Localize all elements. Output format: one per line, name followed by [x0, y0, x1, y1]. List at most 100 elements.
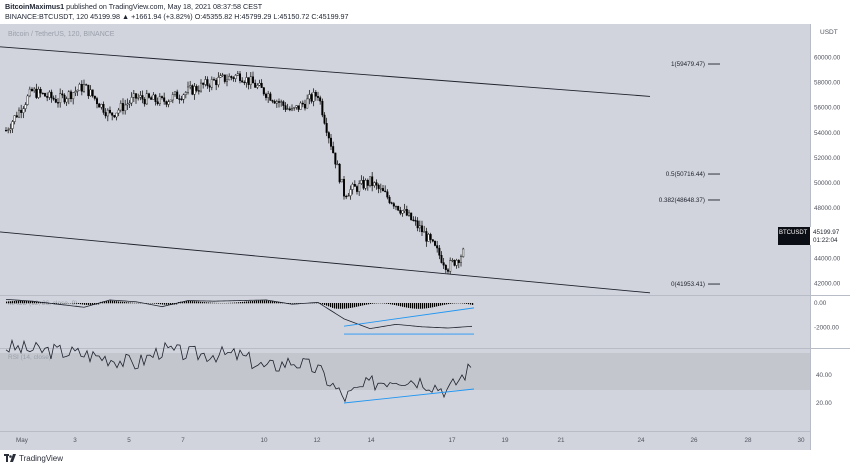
fib-level-label-1: 0.5(50716.44) — [666, 171, 705, 178]
candle-body — [323, 114, 326, 124]
macd-histogram-bar — [368, 303, 370, 305]
macd-histogram-bar — [396, 303, 398, 306]
candle-body — [304, 103, 307, 109]
macd-histogram-bar — [250, 301, 252, 304]
macd-tick-label-0: 0.00 — [814, 300, 827, 307]
time-axis-labels: May 3 5 7 10 12 14 17 19 21 24 26 28 30 — [16, 437, 805, 444]
fib-level-label-2: 0.382(48648.37) — [659, 197, 705, 204]
candle-body — [232, 77, 235, 79]
candle-body — [282, 101, 285, 106]
candle-body — [178, 98, 181, 100]
macd-histogram-bar — [204, 302, 206, 304]
candle-body — [7, 129, 10, 131]
macd-histogram-bar — [362, 303, 364, 306]
tradingview-logo[interactable]: TradingView — [4, 454, 63, 463]
candle-body — [143, 99, 146, 105]
fib-level-label-0: 1(59479.47) — [671, 61, 705, 68]
fib-retracement[interactable]: 1(59479.47) 0.5(50716.44) 0.382(48648.37) 0… — [659, 61, 720, 288]
macd-histogram-bar — [190, 301, 192, 304]
candle-body — [67, 91, 70, 99]
candle-body — [362, 180, 365, 189]
macd-histogram-bar — [264, 300, 266, 304]
macd-histogram-bar — [152, 303, 154, 304]
macd-histogram-bar — [82, 303, 84, 305]
candle-body — [31, 88, 34, 92]
macd-histogram-bar — [398, 303, 400, 306]
time-label-9: 21 — [557, 437, 565, 444]
macd-histogram-bar — [404, 303, 406, 308]
candle-body — [20, 109, 23, 113]
candle-body — [82, 84, 85, 92]
candle-body — [382, 188, 385, 192]
candle-body — [375, 182, 378, 186]
macd-histogram-bar — [110, 300, 112, 304]
candle-body — [455, 260, 458, 266]
candle-body — [288, 108, 291, 111]
macd-histogram-bar — [334, 303, 336, 309]
candle-body — [332, 146, 335, 154]
macd-histogram-bar — [158, 303, 160, 305]
candle-body — [35, 88, 38, 98]
candle-body — [145, 93, 148, 105]
time-label-11: 26 — [690, 437, 698, 444]
candle-body — [104, 112, 107, 117]
macd-histogram-bar — [200, 301, 202, 304]
candle-body — [85, 84, 88, 86]
candle-body — [171, 94, 174, 101]
candle-body — [306, 98, 309, 109]
macd-histogram-bar — [234, 302, 236, 304]
candle-body — [297, 105, 300, 110]
candle-body — [442, 262, 445, 266]
candle-body — [91, 89, 94, 97]
candle-body — [106, 109, 109, 117]
candle-body — [312, 92, 315, 102]
macd-histogram-bar — [290, 303, 292, 304]
chart-area[interactable]: Bitcoin / TetherUS, 120, BINANCE MACD (1… — [0, 24, 850, 450]
price-tag-countdown: 01:22:04 — [813, 237, 838, 244]
price-channel[interactable] — [0, 46, 651, 294]
main-pane-bg — [0, 24, 810, 295]
macd-histogram-bar — [388, 303, 390, 304]
author-name[interactable]: BitcoinMaximus1 — [5, 2, 65, 11]
macd-histogram-bar — [84, 303, 86, 305]
candle-body — [321, 100, 324, 116]
time-label-1: 3 — [73, 437, 77, 444]
macd-histogram-bar — [336, 303, 338, 309]
candle-body — [221, 74, 224, 76]
macd-histogram-bar — [198, 301, 200, 304]
candle-body — [50, 91, 53, 99]
macd-histogram-bar — [400, 303, 402, 307]
macd-histogram-bar — [428, 303, 430, 309]
macd-histogram-bar — [28, 300, 30, 304]
macd-histogram-bar — [76, 303, 78, 304]
candle-body — [128, 102, 131, 105]
divergence-trendlines[interactable] — [343, 307, 475, 404]
candle-body — [340, 178, 343, 183]
macd-histogram-bar — [206, 302, 208, 304]
candle-body — [113, 115, 116, 118]
candle-body — [308, 94, 311, 100]
candle-body — [121, 103, 124, 111]
time-label-6: 14 — [367, 437, 375, 444]
macd-histogram-bar — [244, 301, 246, 304]
candle-body — [401, 210, 404, 214]
macd-histogram-bar — [90, 303, 92, 305]
candle-body — [325, 123, 328, 133]
macd-histogram-bar — [274, 301, 276, 304]
chart-svg[interactable]: Bitcoin / TetherUS, 120, BINANCE MACD (1… — [0, 24, 850, 450]
candle-body — [336, 163, 339, 166]
candle-body — [115, 112, 118, 118]
macd-tick-label-1: -2000.00 — [814, 324, 839, 331]
candle-body — [392, 203, 395, 207]
macd-histogram-bar — [270, 301, 272, 304]
candle-body — [189, 85, 192, 88]
macd-histogram-bar — [450, 303, 452, 304]
macd-histogram-bar — [86, 303, 88, 305]
candle-body — [373, 182, 376, 186]
candle-body — [98, 103, 101, 108]
candle-body — [453, 259, 456, 266]
macd-histogram-bar — [108, 300, 110, 304]
candle-body — [238, 73, 241, 81]
macd-histogram-bar — [24, 300, 26, 304]
candle-body — [182, 94, 185, 100]
